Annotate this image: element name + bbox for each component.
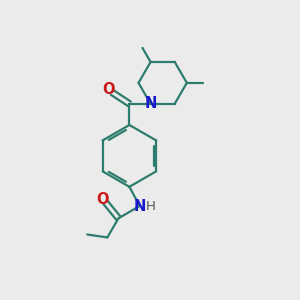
Text: O: O (103, 82, 115, 97)
Text: N: N (134, 199, 146, 214)
Text: H: H (146, 200, 156, 213)
Text: N: N (144, 96, 157, 111)
Text: O: O (96, 192, 109, 207)
